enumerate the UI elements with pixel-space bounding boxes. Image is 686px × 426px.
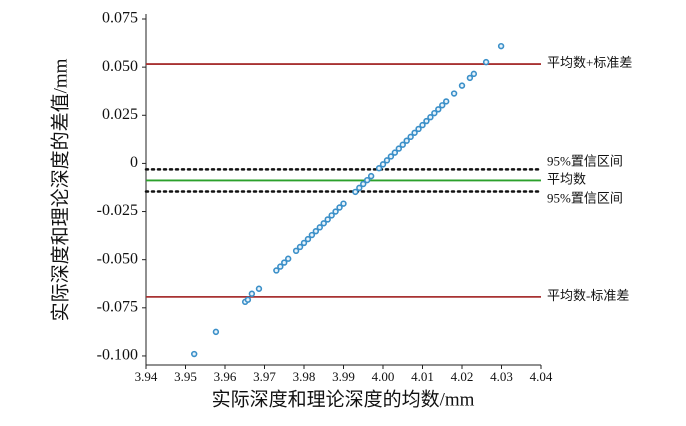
point bbox=[304, 235, 312, 243]
point bbox=[367, 172, 375, 180]
x-tick-label: 3.96 bbox=[214, 369, 237, 384]
point bbox=[320, 220, 327, 227]
point bbox=[328, 212, 335, 219]
reference-label: 95%置信区间 bbox=[547, 191, 623, 206]
point bbox=[352, 188, 359, 196]
x-tick-label: 4.00 bbox=[372, 369, 395, 384]
point bbox=[395, 145, 402, 152]
point bbox=[316, 224, 323, 231]
point bbox=[411, 129, 418, 136]
point bbox=[336, 204, 343, 211]
point bbox=[273, 267, 280, 274]
point bbox=[255, 285, 263, 292]
point bbox=[364, 176, 371, 184]
x-tick-label: 3.95 bbox=[174, 369, 197, 384]
point bbox=[340, 200, 347, 207]
x-tick-label: 3.97 bbox=[253, 369, 276, 384]
x-tick-label: 4.04 bbox=[530, 369, 553, 384]
point bbox=[324, 216, 331, 223]
point bbox=[248, 290, 256, 297]
x-tick-label: 3.99 bbox=[332, 369, 355, 384]
x-tick-label: 4.01 bbox=[411, 369, 434, 384]
y-tick-label: -0.075 bbox=[97, 298, 138, 315]
point bbox=[332, 208, 339, 215]
point bbox=[466, 74, 474, 82]
y-axis-title: 实际深度和理论深度的差值/mm bbox=[49, 58, 71, 321]
x-axis-title: 实际深度和理论深度的均数/mm bbox=[212, 388, 475, 410]
point bbox=[277, 263, 284, 270]
y-tick-label: -0.025 bbox=[97, 202, 138, 219]
point bbox=[356, 184, 363, 192]
x-tick-label: 4.03 bbox=[490, 369, 513, 384]
point bbox=[415, 125, 422, 133]
point bbox=[308, 231, 316, 239]
point bbox=[407, 133, 414, 141]
point bbox=[281, 259, 288, 266]
point bbox=[387, 153, 395, 160]
point bbox=[190, 350, 198, 358]
point bbox=[403, 137, 410, 144]
point bbox=[497, 42, 505, 50]
point bbox=[300, 239, 308, 247]
point bbox=[292, 247, 300, 255]
point bbox=[443, 98, 450, 105]
point bbox=[375, 165, 383, 172]
y-tick-label: 0.075 bbox=[102, 10, 138, 27]
x-tick-label: 4.02 bbox=[451, 369, 474, 384]
point bbox=[450, 90, 458, 97]
point bbox=[285, 255, 292, 262]
point bbox=[439, 102, 446, 109]
point bbox=[470, 70, 478, 78]
point bbox=[296, 243, 304, 251]
point bbox=[312, 227, 320, 235]
point bbox=[427, 114, 434, 121]
point bbox=[383, 157, 391, 164]
reference-label: 平均数-标准差 bbox=[547, 288, 629, 303]
point bbox=[360, 180, 367, 188]
x-tick-label: 3.98 bbox=[293, 369, 316, 384]
point bbox=[399, 141, 406, 148]
y-tick-label: -0.100 bbox=[97, 347, 138, 364]
point bbox=[482, 58, 490, 66]
point bbox=[431, 109, 438, 117]
point bbox=[391, 149, 399, 156]
y-tick-label: 0.050 bbox=[102, 58, 138, 75]
point bbox=[212, 328, 220, 336]
point bbox=[435, 106, 442, 113]
point bbox=[379, 161, 387, 168]
reference-label: 平均数 bbox=[547, 171, 586, 186]
point bbox=[419, 121, 426, 129]
y-tick-label: -0.050 bbox=[97, 250, 138, 267]
reference-label: 95%置信区间 bbox=[547, 153, 623, 168]
y-tick-label: 0 bbox=[130, 154, 138, 171]
point bbox=[458, 82, 466, 89]
y-tick-label: 0.025 bbox=[102, 106, 138, 123]
point bbox=[244, 296, 252, 303]
x-tick-label: 3.94 bbox=[135, 369, 158, 384]
reference-label: 平均数+标准差 bbox=[547, 55, 632, 70]
point bbox=[423, 117, 430, 125]
